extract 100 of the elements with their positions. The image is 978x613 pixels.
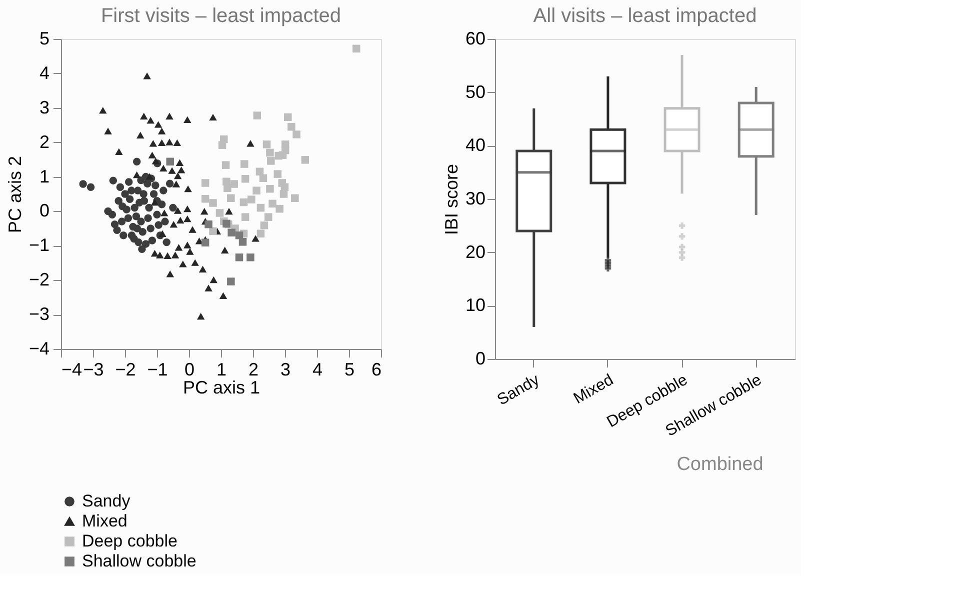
point bbox=[262, 140, 271, 148]
y-tick-label: −1 bbox=[28, 235, 50, 256]
chart-title: First visits – least impacted bbox=[100, 5, 342, 27]
point bbox=[114, 197, 122, 205]
point bbox=[266, 184, 274, 193]
point bbox=[176, 216, 184, 224]
y-tick-label: 3 bbox=[39, 97, 50, 118]
y-tick-label: −2 bbox=[28, 270, 50, 290]
point bbox=[152, 182, 160, 190]
point bbox=[228, 228, 236, 236]
y-tick-label: 20 bbox=[465, 242, 486, 262]
point bbox=[149, 140, 158, 147]
point bbox=[168, 167, 176, 174]
point bbox=[148, 236, 156, 244]
point bbox=[246, 254, 254, 262]
x-tick-label: −1 bbox=[147, 360, 168, 380]
y-tick-label: 30 bbox=[465, 188, 486, 208]
point bbox=[188, 226, 196, 233]
y-tick-label: 5 bbox=[39, 28, 50, 48]
point bbox=[150, 190, 158, 198]
y-tick-label: 2 bbox=[39, 132, 50, 152]
point bbox=[99, 106, 107, 114]
point bbox=[124, 178, 133, 186]
x-axis-title: PC axis 1 bbox=[182, 378, 260, 398]
point bbox=[179, 260, 187, 268]
point bbox=[240, 160, 248, 168]
point bbox=[172, 180, 180, 188]
point bbox=[220, 246, 229, 254]
point bbox=[166, 270, 174, 278]
point bbox=[186, 248, 194, 255]
point bbox=[154, 221, 162, 229]
point bbox=[184, 215, 192, 222]
point bbox=[291, 194, 299, 202]
point bbox=[154, 121, 162, 128]
point bbox=[160, 210, 168, 216]
point bbox=[198, 266, 207, 272]
point bbox=[240, 198, 248, 206]
point bbox=[235, 254, 244, 262]
y-axis-title: IBI score bbox=[441, 164, 462, 236]
point bbox=[146, 224, 154, 232]
point bbox=[148, 152, 156, 158]
point bbox=[174, 244, 183, 251]
y-tick-label: 40 bbox=[465, 135, 486, 156]
point bbox=[140, 112, 148, 120]
point bbox=[201, 194, 210, 203]
x-tick-label: 3 bbox=[280, 360, 291, 380]
point bbox=[158, 128, 166, 134]
x-tick-label: 1 bbox=[216, 360, 227, 380]
point bbox=[224, 184, 232, 192]
text: Combined bbox=[676, 454, 764, 475]
point bbox=[253, 112, 262, 120]
y-tick-label: 4 bbox=[39, 62, 50, 83]
point bbox=[79, 180, 87, 188]
point bbox=[138, 245, 146, 253]
y-tick-label: −4 bbox=[28, 338, 50, 358]
point bbox=[252, 186, 260, 194]
point bbox=[256, 168, 264, 176]
y-tick-label: 1 bbox=[39, 166, 50, 186]
legend-label: Sandy bbox=[82, 492, 131, 510]
point bbox=[252, 235, 260, 242]
x-tick-label: −2 bbox=[115, 360, 136, 380]
point bbox=[134, 238, 142, 246]
legend-label: Shallow cobble bbox=[82, 552, 196, 570]
point bbox=[124, 214, 132, 222]
point bbox=[170, 220, 178, 228]
point bbox=[158, 230, 166, 237]
point bbox=[150, 198, 159, 206]
point bbox=[218, 141, 226, 149]
x-tick-label: 5 bbox=[344, 360, 355, 380]
y-tick-label: 50 bbox=[465, 82, 486, 102]
point bbox=[146, 173, 154, 180]
point bbox=[132, 158, 141, 166]
point bbox=[156, 252, 164, 258]
point bbox=[130, 204, 138, 212]
point bbox=[126, 195, 134, 204]
point bbox=[216, 209, 224, 217]
point bbox=[256, 204, 265, 212]
point bbox=[162, 238, 170, 246]
point bbox=[227, 194, 235, 202]
point bbox=[246, 140, 254, 147]
point bbox=[146, 116, 154, 124]
point bbox=[120, 231, 128, 240]
point bbox=[225, 208, 233, 215]
point bbox=[184, 242, 192, 248]
point bbox=[230, 180, 238, 188]
point bbox=[171, 252, 180, 258]
point bbox=[184, 205, 192, 212]
point bbox=[118, 218, 126, 226]
y-tick-label: 10 bbox=[465, 295, 486, 316]
x-tick-label: 2 bbox=[248, 360, 259, 380]
point bbox=[200, 208, 208, 215]
point bbox=[209, 199, 217, 207]
point bbox=[173, 139, 182, 146]
point bbox=[161, 218, 169, 226]
point bbox=[209, 114, 217, 121]
point bbox=[137, 218, 145, 226]
legend-label: Mixed bbox=[82, 512, 128, 530]
point bbox=[152, 158, 160, 164]
point bbox=[276, 204, 284, 213]
point bbox=[153, 210, 161, 219]
